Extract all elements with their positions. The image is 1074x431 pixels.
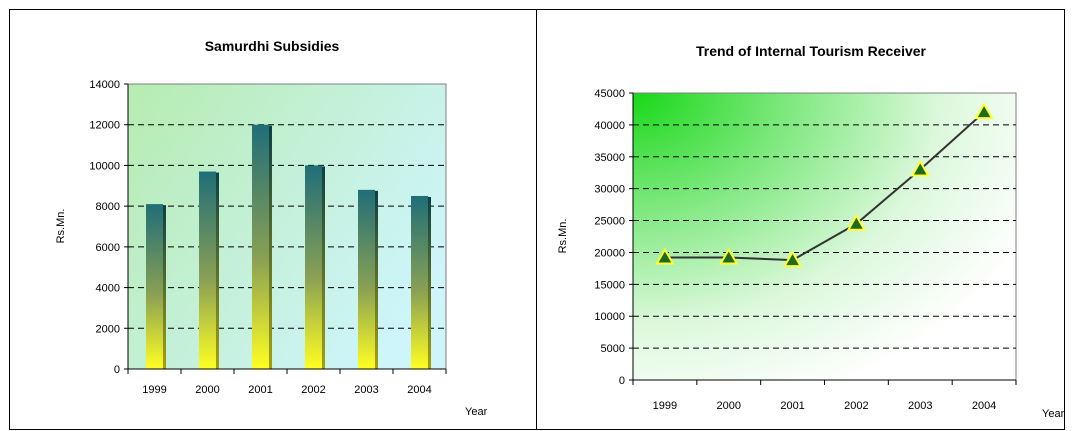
y-tick-label: 35000 xyxy=(594,152,625,164)
bar-side xyxy=(269,125,272,369)
bar-face xyxy=(411,195,428,369)
data-point-marker xyxy=(910,159,930,177)
tourism-line-chart: Trend of Internal Tourism Receiver 0 5000… xyxy=(557,43,1065,420)
y-tick-label: 20000 xyxy=(594,247,625,259)
bar xyxy=(305,165,325,369)
bar xyxy=(358,189,378,369)
y-tick-label: 2000 xyxy=(96,323,120,335)
x-tick-label: 2004 xyxy=(972,400,996,412)
x-tick-label: 2004 xyxy=(407,384,431,396)
bar-side xyxy=(322,166,325,369)
y-tick-label: 0 xyxy=(114,364,120,376)
y-tick-label: 6000 xyxy=(96,242,120,254)
y-tick-label: 10000 xyxy=(594,311,625,323)
x-tick-label: 2002 xyxy=(844,400,868,412)
x-axis-label: Year xyxy=(1042,408,1065,420)
bar-face xyxy=(199,171,216,369)
y-tick-label: 25000 xyxy=(594,216,625,228)
chart-title: Samurdhi Subsidies xyxy=(205,38,340,54)
y-tick-label: 5000 xyxy=(601,343,625,355)
bar-side xyxy=(375,190,378,369)
samurdhi-bar-chart: Samurdhi Subsidies 0 2000 4000 6000 8000 1000… xyxy=(55,38,488,418)
y-tick-label: 10000 xyxy=(89,160,120,172)
bar-face xyxy=(305,165,322,369)
bar-face xyxy=(358,189,375,369)
y-tick-label: 45000 xyxy=(594,88,625,100)
y-tick-label: 14000 xyxy=(89,79,120,91)
bar xyxy=(252,124,272,369)
data-point-marker xyxy=(782,250,803,268)
y-tick-label: 30000 xyxy=(594,184,625,196)
x-tick-label: 2003 xyxy=(354,384,378,396)
y-axis-label: Rs.Mn. xyxy=(557,219,569,254)
bar xyxy=(199,171,219,369)
series-line xyxy=(664,111,985,262)
y-tick-label: 0 xyxy=(619,375,625,387)
y-tick-label: 12000 xyxy=(89,120,120,132)
bar-face xyxy=(146,204,163,369)
bar-side xyxy=(163,205,166,369)
x-tick-label: 2003 xyxy=(908,400,932,412)
x-tick-label: 2000 xyxy=(195,384,219,396)
bar xyxy=(411,195,431,369)
y-tick-label: 15000 xyxy=(594,279,625,291)
y-tick-label: 8000 xyxy=(96,201,120,213)
chart-title: Trend of Internal Tourism Receiver xyxy=(696,43,927,59)
data-point-marker xyxy=(974,102,994,120)
bar xyxy=(146,204,166,369)
x-tick-label: 1999 xyxy=(142,384,166,396)
y-tick-label: 40000 xyxy=(594,120,625,132)
bar-side xyxy=(428,196,431,369)
x-tick-label: 2001 xyxy=(248,384,272,396)
data-point-marker xyxy=(719,247,739,265)
y-axis-label: Rs.Mn. xyxy=(55,209,67,244)
x-tick-label: 2002 xyxy=(301,384,325,396)
data-point-marker xyxy=(846,213,867,231)
bar-face xyxy=(252,124,269,369)
x-tick-label: 1999 xyxy=(653,400,677,412)
bar-side xyxy=(216,172,219,369)
x-axis-label: Year xyxy=(465,406,488,418)
x-tick-label: 2000 xyxy=(717,400,741,412)
x-tick-label: 2001 xyxy=(780,400,804,412)
y-tick-label: 4000 xyxy=(96,283,120,295)
plot-background xyxy=(127,83,447,370)
data-point-marker xyxy=(655,247,675,265)
